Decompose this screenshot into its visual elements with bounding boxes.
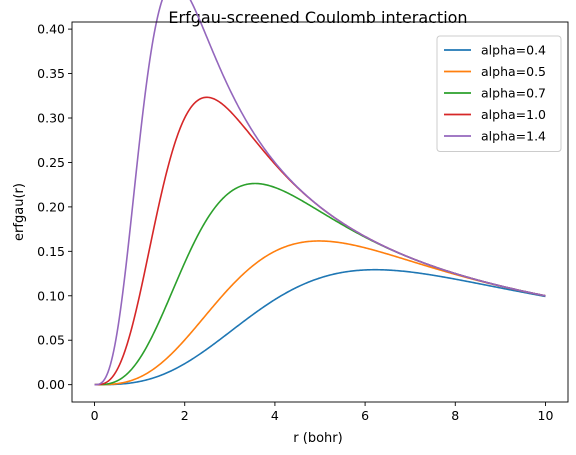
legend-label-1: alpha=0.4 [481,43,546,58]
x-tick-label: 2 [181,408,189,423]
y-axis-ticks: 0.00 0.05 0.10 0.15 0.20 0.25 0.30 0.35 0.40 [37,22,72,392]
series-line-1 [94,268,546,386]
y-tick-label: 0.10 [37,288,65,303]
series-layer [94,0,546,386]
y-tick-label: 0.05 [37,333,65,348]
y-tick-label: 0.00 [37,377,65,392]
y-tick-label: 0.15 [37,244,65,259]
legend: alpha=0.4 alpha=0.5 alpha=0.7 alpha=1.0 alph… [436,35,562,152]
plot-frame [71,21,569,403]
x-tick-label: 6 [361,408,369,423]
y-tick-label: 0.30 [37,111,65,126]
y-axis-label: erfgau(r) [12,183,27,241]
chart-title: Erfgau-screened Coulomb interaction [168,8,467,27]
x-tick-label: 10 [538,408,554,423]
legend-box [436,35,562,152]
series-line-5 [94,0,546,386]
legend-label-4: alpha=1.0 [481,107,546,122]
legend-label-2: alpha=0.5 [481,64,546,79]
legend-label-5: alpha=1.4 [481,129,546,144]
x-axis-ticks: 0 2 4 6 8 10 [91,402,554,423]
y-tick-label: 0.35 [37,66,65,81]
x-tick-label: 4 [271,408,279,423]
x-tick-label: 8 [451,408,459,423]
y-tick-label: 0.20 [37,199,65,214]
x-tick-label: 0 [91,408,99,423]
x-axis-label: r (bohr) [293,431,342,446]
y-tick-label: 0.25 [37,155,65,170]
y-tick-label: 0.40 [37,22,65,37]
legend-label-3: alpha=0.7 [481,86,546,101]
